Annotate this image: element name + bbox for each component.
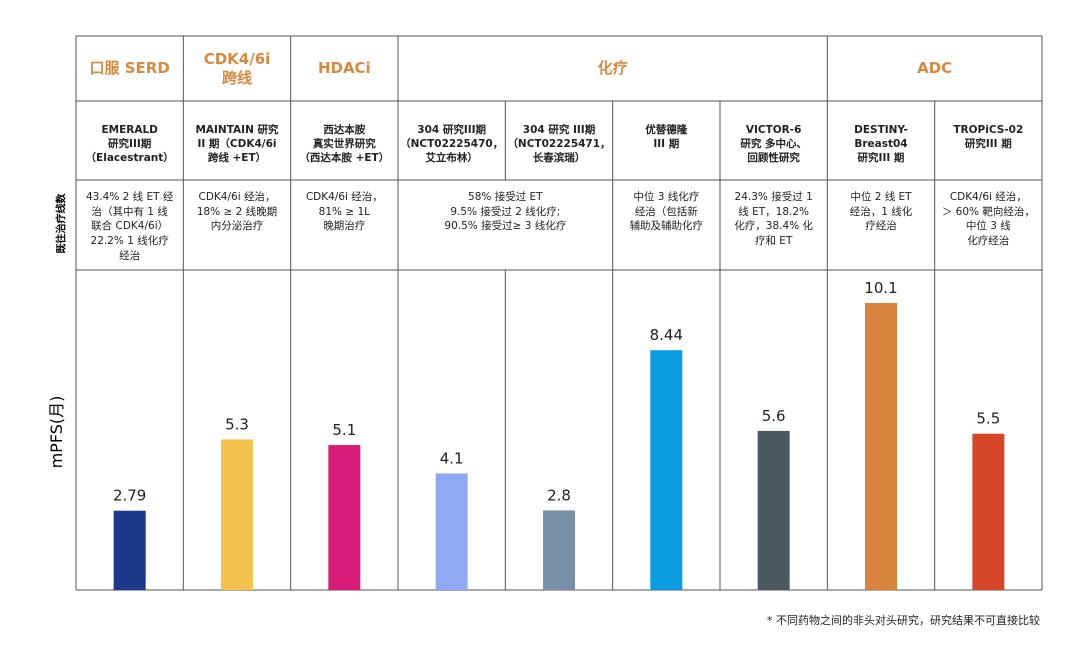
prior-therapy: CDK4/6i 经治， 81% ≥ 1L 晚期治疗 bbox=[305, 191, 383, 233]
value-label: 5.6 bbox=[762, 407, 786, 425]
bar bbox=[221, 439, 253, 590]
bar bbox=[435, 473, 468, 590]
study-name: 304 研究III期 （NCT02225470， 艾立布林） bbox=[400, 124, 504, 165]
bar bbox=[650, 350, 683, 590]
group-header: 口服 SERD bbox=[89, 59, 170, 78]
prior-therapy: 58% 接受过 ET 9.5% 接受过 2 线化疗; 90.5% 接受过≥ 3 … bbox=[444, 191, 567, 233]
value-label: 5.1 bbox=[332, 421, 356, 439]
value-label: 5.3 bbox=[225, 415, 249, 433]
bar bbox=[543, 510, 575, 590]
bar bbox=[113, 510, 146, 590]
prior-therapy: 中位 3 线化疗 经治（包括新 辅助及辅助化疗 bbox=[629, 191, 704, 233]
value-label: 8.44 bbox=[650, 326, 683, 344]
bar bbox=[757, 430, 790, 590]
prior-therapy: 24.3% 接受过 1 线 ET，18.2% 化疗，38.4% 化 疗和 ET bbox=[734, 191, 814, 248]
value-label: 2.79 bbox=[113, 487, 146, 505]
prior-therapy: 43.4% 2 线 ET 经 治（其中有 1 线 联合 CDK4/6i） 22.… bbox=[85, 191, 174, 262]
value-label: 5.5 bbox=[976, 410, 1000, 428]
prior-therapy: CDK4/6i 经治， 18% ≥ 2 线晚期 内分泌治疗 bbox=[196, 191, 278, 233]
y-axis-label: mPFS(月) bbox=[47, 395, 66, 469]
bar bbox=[328, 445, 361, 590]
study-name: 西达本胺 真实世界研究 （西达本胺 +ET） bbox=[299, 124, 390, 165]
value-label: 2.8 bbox=[547, 486, 571, 504]
group-header: CDK4/6i 跨线 bbox=[203, 49, 271, 87]
value-label: 10.1 bbox=[864, 279, 897, 297]
group-header: HDACi bbox=[317, 59, 371, 78]
study-name: TROPiCS-02 研究III 期 bbox=[953, 124, 1024, 151]
prior-therapy: CDK4/6i 经治， ＞ 60% 靶向经治， 中位 3 线 化疗经治 bbox=[941, 191, 1035, 248]
bar bbox=[972, 433, 1005, 590]
footnote: * 不同药物之间的非头对头研究，研究结果不可直接比较 bbox=[767, 614, 1040, 627]
study-name: VICTOR-6 研究 多中心、 回顾性研究 bbox=[740, 124, 807, 165]
bar bbox=[865, 303, 897, 590]
study-name: DESTINY- Breast04 研究III 期 bbox=[854, 124, 908, 165]
study-name: 优替德隆 III 期 bbox=[645, 124, 688, 151]
study-name: 304 研究 III期 （NCT02225471， 长春滨瑞） bbox=[507, 124, 611, 165]
row-label: 既往治疗线数 bbox=[56, 193, 68, 254]
study-name: MAINTAIN 研究 II 期（CDK4/6i 跨线 +ET） bbox=[195, 124, 279, 165]
prior-therapy: 中位 2 线 ET 经治，1 线化 疗经治 bbox=[849, 191, 913, 233]
value-label: 4.1 bbox=[440, 449, 464, 467]
group-header: ADC bbox=[917, 59, 953, 78]
group-header: 化疗 bbox=[597, 59, 628, 78]
study-name: EMERALD 研究III期 （Elacestrant） bbox=[85, 124, 174, 165]
